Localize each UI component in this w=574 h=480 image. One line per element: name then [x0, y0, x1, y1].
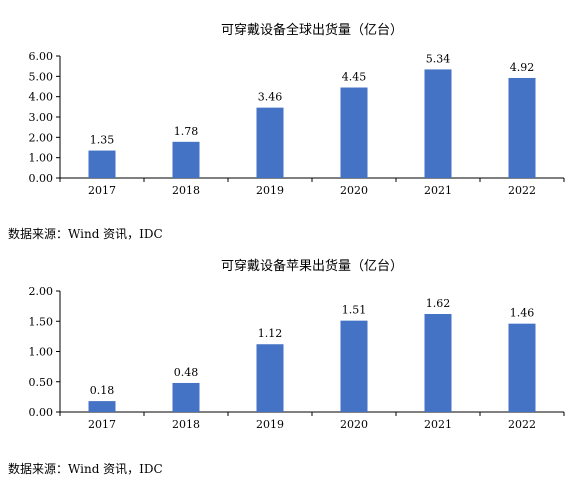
- x-tick-label: 2020: [340, 418, 368, 431]
- data-label: 5.34: [426, 52, 451, 65]
- y-tick-label: 1.00: [29, 346, 54, 359]
- y-tick-label: 5.00: [29, 70, 54, 83]
- y-tick-label: 0.00: [29, 172, 54, 185]
- y-tick-label: 6.00: [29, 50, 54, 63]
- chart-title: 可穿戴设备苹果出货量（亿台）: [221, 258, 403, 274]
- bar: [256, 107, 284, 178]
- x-tick-label: 2017: [88, 418, 116, 431]
- chart-apple-shipments: 可穿戴设备苹果出货量（亿台） 0.00 0.50 1.00 1.50 2.00 0.18 20…: [0, 245, 574, 460]
- y-tick-label: 2.00: [29, 131, 54, 144]
- bar: [424, 313, 452, 412]
- data-label: 0.18: [90, 384, 115, 397]
- y-tick-label: 1.50: [29, 315, 54, 328]
- bar: [508, 77, 536, 178]
- y-tick-label: 0.50: [29, 376, 54, 389]
- data-label: 1.46: [510, 307, 535, 320]
- bar: [508, 323, 536, 412]
- data-label: 1.12: [258, 327, 283, 340]
- data-label: 4.92: [510, 61, 535, 74]
- bar: [256, 344, 284, 412]
- x-tick-label: 2022: [508, 184, 536, 197]
- y-tick-label: 1.00: [29, 152, 54, 165]
- chart-svg: 可穿戴设备全球出货量（亿台） 0.00 1.00 2.00 3.00 4.00 5.00 6.…: [29, 22, 565, 197]
- x-tick-label: 2021: [424, 418, 452, 431]
- data-label: 1.78: [174, 125, 199, 138]
- x-tick-label: 2019: [256, 418, 284, 431]
- data-label: 1.51: [342, 304, 367, 317]
- y-tick-label: 2.00: [29, 285, 54, 298]
- source-note: 数据来源：Wind 资讯，IDC: [8, 227, 163, 241]
- x-tick-label: 2021: [424, 184, 452, 197]
- bar: [424, 69, 452, 178]
- bar: [172, 382, 200, 412]
- bar: [172, 141, 200, 178]
- source-note: 数据来源：Wind 资讯，IDC: [8, 462, 163, 476]
- data-label: 1.62: [426, 297, 451, 310]
- chart-title: 可穿戴设备全球出货量（亿台）: [221, 22, 403, 38]
- data-label: 3.46: [258, 91, 283, 104]
- x-tick-label: 2022: [508, 418, 536, 431]
- y-tick-label: 3.00: [29, 111, 54, 124]
- data-label: 1.35: [90, 134, 115, 147]
- bar: [88, 401, 116, 412]
- chart-global-shipments: 可穿戴设备全球出货量（亿台） 0.00 1.00 2.00 3.00 4.00 5.00 6.…: [0, 0, 574, 225]
- data-label: 0.48: [174, 366, 199, 379]
- chart-svg: 可穿戴设备苹果出货量（亿台） 0.00 0.50 1.00 1.50 2.00 0.18 20…: [29, 258, 565, 431]
- y-tick-label: 0.00: [29, 406, 54, 419]
- data-label: 4.45: [342, 71, 367, 84]
- x-tick-label: 2017: [88, 184, 116, 197]
- bar: [340, 87, 368, 178]
- x-tick-label: 2018: [172, 418, 200, 431]
- y-tick-label: 4.00: [29, 91, 54, 104]
- x-tick-label: 2018: [172, 184, 200, 197]
- x-tick-label: 2019: [256, 184, 284, 197]
- x-tick-label: 2020: [340, 184, 368, 197]
- bar: [88, 150, 116, 178]
- bar: [340, 320, 368, 412]
